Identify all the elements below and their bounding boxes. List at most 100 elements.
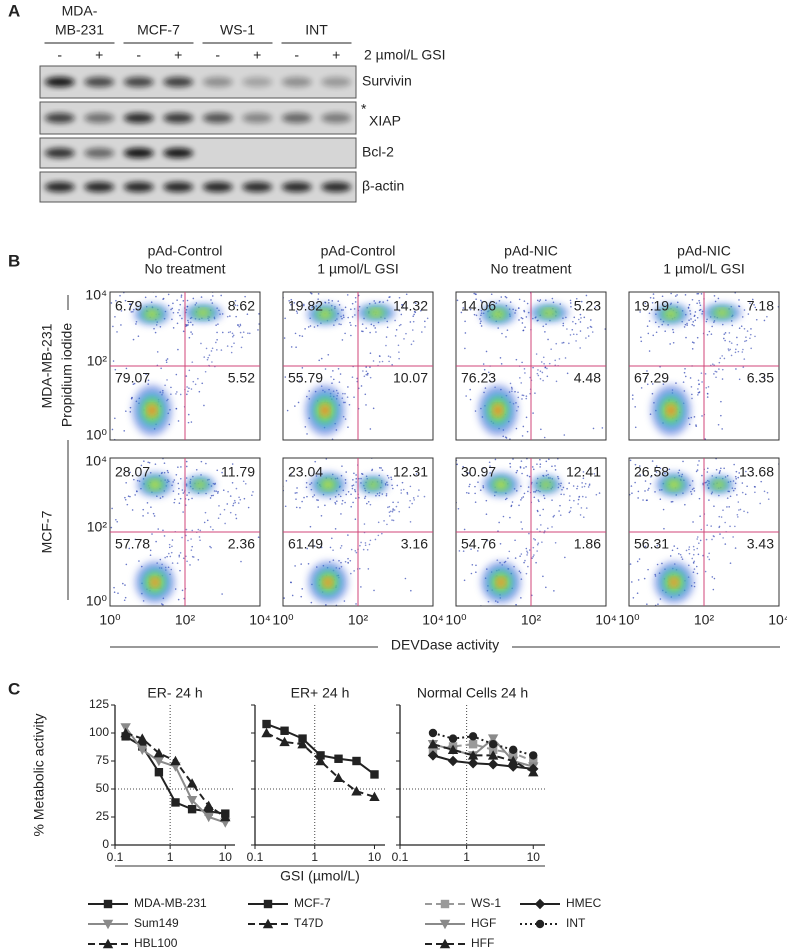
event-dot [300, 375, 302, 377]
event-dot [701, 313, 703, 315]
event-dot [211, 302, 214, 304]
event-dot [714, 300, 717, 303]
event-dot [741, 316, 744, 318]
event-dot [690, 318, 692, 320]
event-dot [182, 300, 185, 302]
event-dot [341, 339, 344, 341]
event-dot [240, 346, 243, 349]
event-dot [415, 473, 418, 475]
event-dot [123, 430, 126, 432]
event-dot [387, 477, 390, 479]
event-dot [218, 505, 220, 507]
event-dot [152, 613, 154, 615]
event-dot [115, 518, 117, 521]
column-title: pAd-Control [148, 243, 223, 259]
event-dot [719, 469, 721, 472]
event-dot [575, 340, 577, 342]
event-dot [525, 547, 528, 550]
event-dot [354, 490, 357, 493]
blot-band [281, 113, 312, 123]
event-dot [720, 516, 723, 518]
event-dot [684, 375, 687, 378]
event-dot [205, 462, 207, 465]
event-dot [181, 317, 183, 320]
event-dot [711, 363, 714, 365]
event-dot [344, 306, 347, 309]
event-dot [285, 480, 288, 482]
legend-label: HBL100 [134, 936, 178, 950]
event-dot [512, 458, 514, 460]
event-dot [767, 498, 770, 500]
event-dot [204, 370, 207, 373]
event-dot [131, 397, 133, 399]
event-dot [526, 552, 529, 554]
event-dot [284, 505, 287, 508]
blot-band [84, 77, 115, 87]
event-dot [96, 313, 98, 315]
event-dot [518, 570, 521, 573]
event-dot [502, 435, 505, 438]
event-dot [558, 358, 561, 360]
event-dot [230, 271, 232, 273]
event-dot [721, 378, 724, 380]
event-dot [234, 299, 237, 302]
event-dot [523, 300, 526, 302]
event-dot [314, 460, 317, 463]
event-dot [547, 473, 549, 476]
event-dot [129, 495, 131, 498]
event-dot [680, 556, 683, 558]
event-dot [453, 448, 455, 450]
event-dot [195, 302, 198, 304]
event-dot [693, 487, 695, 490]
event-dot [354, 301, 357, 303]
event-dot [217, 323, 219, 325]
event-dot [690, 490, 692, 493]
event-dot [424, 320, 426, 323]
event-dot [203, 356, 206, 358]
event-dot [178, 487, 180, 490]
event-dot [358, 305, 361, 308]
event-dot [480, 299, 482, 302]
event-dot [652, 293, 655, 295]
event-dot [515, 471, 518, 474]
event-dot [306, 495, 308, 498]
event-dot [210, 494, 213, 497]
event-dot [95, 499, 97, 501]
event-dot [412, 340, 415, 342]
event-dot [751, 298, 754, 301]
event-dot [595, 493, 598, 496]
density-blob [543, 310, 555, 316]
event-dot [691, 397, 693, 400]
event-dot [533, 496, 536, 499]
event-dot [388, 505, 391, 508]
density-blob [149, 481, 161, 489]
event-dot [181, 536, 183, 539]
event-dot [353, 308, 356, 310]
data-point [487, 734, 499, 744]
event-dot [482, 363, 485, 365]
event-dot [373, 300, 376, 302]
event-dot [341, 503, 343, 505]
event-dot [393, 509, 396, 511]
event-dot [150, 301, 153, 304]
event-dot [190, 538, 192, 540]
event-dot [576, 485, 579, 488]
event-dot [125, 367, 128, 370]
event-dot [690, 416, 693, 419]
event-dot [572, 333, 575, 336]
event-dot [490, 293, 493, 296]
event-dot [355, 481, 357, 483]
event-dot [307, 442, 309, 444]
event-dot [187, 390, 189, 393]
chart-title: ER+ 24 h [291, 685, 350, 701]
event-dot [534, 392, 536, 394]
event-dot [621, 429, 623, 431]
event-dot [743, 358, 746, 360]
event-dot [708, 552, 710, 555]
event-dot [535, 470, 537, 472]
event-dot [368, 543, 371, 546]
flow-density [453, 448, 601, 606]
event-dot [169, 555, 172, 558]
event-dot [306, 395, 308, 398]
